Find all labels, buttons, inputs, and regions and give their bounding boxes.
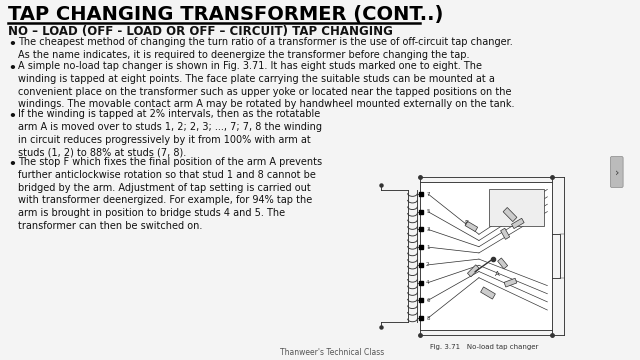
- Text: F: F: [465, 220, 468, 226]
- Text: •: •: [8, 38, 16, 51]
- Text: 4: 4: [426, 280, 429, 285]
- Text: 3: 3: [426, 227, 429, 232]
- Text: 1: 1: [426, 245, 429, 249]
- Text: TAP CHANGING TRANSFORMER (CONT..): TAP CHANGING TRANSFORMER (CONT..): [8, 5, 443, 24]
- Polygon shape: [511, 218, 524, 229]
- FancyBboxPatch shape: [611, 157, 623, 188]
- Text: The cheapest method of changing the turn ratio of a transformer is the use of of: The cheapest method of changing the turn…: [17, 37, 513, 60]
- Text: 5: 5: [426, 209, 429, 214]
- Text: •: •: [8, 110, 16, 123]
- Text: 2: 2: [426, 262, 429, 267]
- Text: ›: ›: [614, 168, 619, 178]
- Text: •: •: [8, 62, 16, 75]
- Text: 6: 6: [426, 298, 429, 303]
- Text: NO – LOAD (OFF - LOAD OR OFF – CIRCUIT) TAP CHANGING: NO – LOAD (OFF - LOAD OR OFF – CIRCUIT) …: [8, 25, 393, 38]
- Text: 7: 7: [426, 192, 429, 197]
- Text: 8: 8: [426, 315, 429, 320]
- Polygon shape: [503, 207, 517, 222]
- Text: Fig. 3.71   No-load tap changer: Fig. 3.71 No-load tap changer: [429, 344, 538, 350]
- Polygon shape: [500, 228, 509, 239]
- Polygon shape: [481, 287, 495, 299]
- Text: A: A: [495, 271, 500, 277]
- Polygon shape: [467, 265, 479, 277]
- Text: The stop F which fixes the final position of the arm A prevents
further anticloc: The stop F which fixes the final positio…: [17, 157, 322, 231]
- Bar: [420, 182, 552, 330]
- Polygon shape: [465, 221, 477, 231]
- Text: Thanweer's Technical Class: Thanweer's Technical Class: [280, 348, 385, 357]
- Polygon shape: [504, 278, 517, 287]
- Text: If the winding is tapped at 2% intervals, then as the rotatable
arm A is moved o: If the winding is tapped at 2% intervals…: [17, 109, 321, 157]
- Text: A simple no-load tap changer is shown in Fig. 3.71. It has eight studs marked on: A simple no-load tap changer is shown in…: [17, 61, 514, 109]
- Text: •: •: [8, 158, 16, 171]
- Polygon shape: [498, 258, 508, 269]
- Bar: [489, 189, 545, 226]
